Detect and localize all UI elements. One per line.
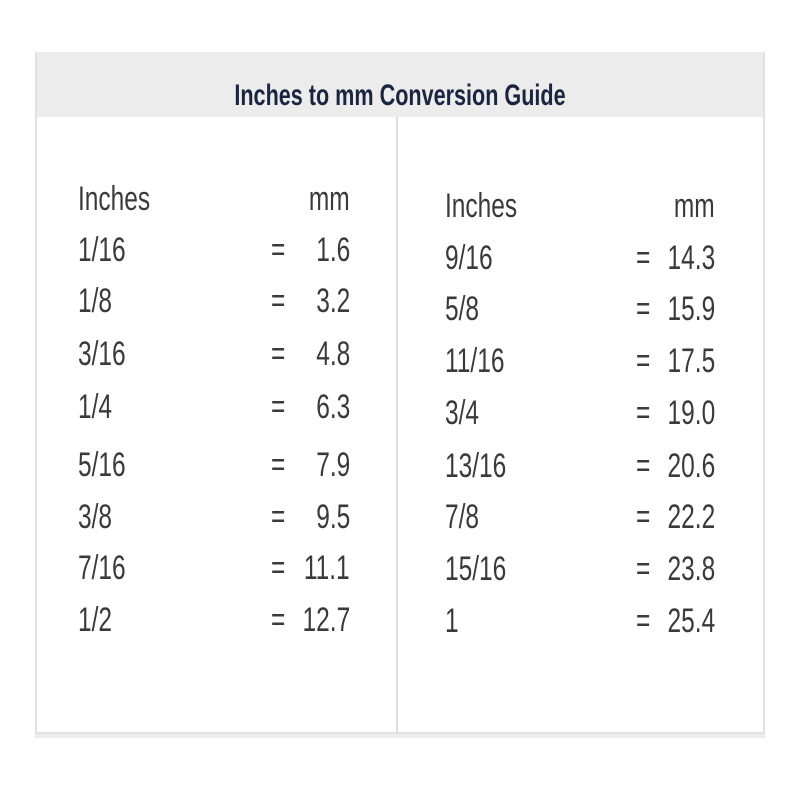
inches-value: 11/16	[445, 342, 505, 380]
equals-sign: =	[271, 498, 286, 536]
inches-value: 3/8	[78, 498, 113, 536]
mm-value: 15.9	[667, 290, 715, 328]
column-header-inches: Inches	[78, 180, 151, 218]
inches-value: 3/4	[445, 394, 480, 432]
column-header-inches: Inches	[445, 187, 518, 225]
mm-value: 1.6	[315, 231, 350, 269]
equals-sign: =	[636, 498, 651, 536]
mm-value: 14.3	[667, 239, 715, 277]
inches-value: 1	[445, 602, 459, 640]
inches-value: 3/16	[78, 335, 126, 373]
column-header-mm: mm	[309, 180, 350, 218]
equals-sign: =	[636, 447, 651, 485]
inches-value: 7/16	[78, 549, 126, 587]
inches-value: 13/16	[445, 447, 507, 485]
inches-value: 5/16	[78, 446, 126, 484]
mm-value: 25.4	[667, 602, 715, 640]
mm-value: 23.8	[667, 550, 715, 588]
inches-value: 1/2	[78, 601, 113, 639]
equals-sign: =	[271, 282, 286, 320]
inches-value: 7/8	[445, 498, 480, 536]
conversion-table: Inches to mm Conversion Guide	[35, 52, 765, 734]
inches-value: 1/8	[78, 282, 113, 320]
inches-value: 15/16	[445, 550, 507, 588]
page-title: Inches to mm Conversion Guide	[234, 79, 566, 112]
equals-sign: =	[271, 446, 286, 484]
inches-value: 5/8	[445, 290, 480, 328]
mm-value: 17.5	[667, 342, 715, 380]
inches-value: 1/16	[78, 231, 126, 269]
inches-value: 1/4	[78, 388, 113, 426]
inches-value: 9/16	[445, 239, 493, 277]
equals-sign: =	[271, 335, 286, 373]
column-divider	[396, 117, 398, 732]
equals-sign: =	[271, 549, 286, 587]
mm-value: 6.3	[315, 388, 350, 426]
equals-sign: =	[271, 388, 286, 426]
equals-sign: =	[636, 394, 651, 432]
mm-value: 7.9	[315, 446, 350, 484]
equals-sign: =	[271, 231, 286, 269]
equals-sign: =	[636, 550, 651, 588]
equals-sign: =	[636, 602, 651, 640]
mm-value: 19.0	[667, 394, 715, 432]
mm-value: 4.8	[315, 335, 350, 373]
equals-sign: =	[271, 601, 286, 639]
mm-value: 20.6	[667, 447, 715, 485]
equals-sign: =	[636, 342, 651, 380]
mm-value: 11.1	[304, 549, 350, 587]
equals-sign: =	[636, 239, 651, 277]
column-header-mm: mm	[674, 187, 715, 225]
equals-sign: =	[636, 290, 651, 328]
mm-value: 12.7	[302, 601, 350, 639]
mm-value: 22.2	[667, 498, 715, 536]
table-header: Inches to mm Conversion Guide	[37, 52, 763, 117]
mm-value: 9.5	[315, 498, 350, 536]
mm-value: 3.2	[315, 282, 350, 320]
bottom-border	[35, 734, 765, 738]
